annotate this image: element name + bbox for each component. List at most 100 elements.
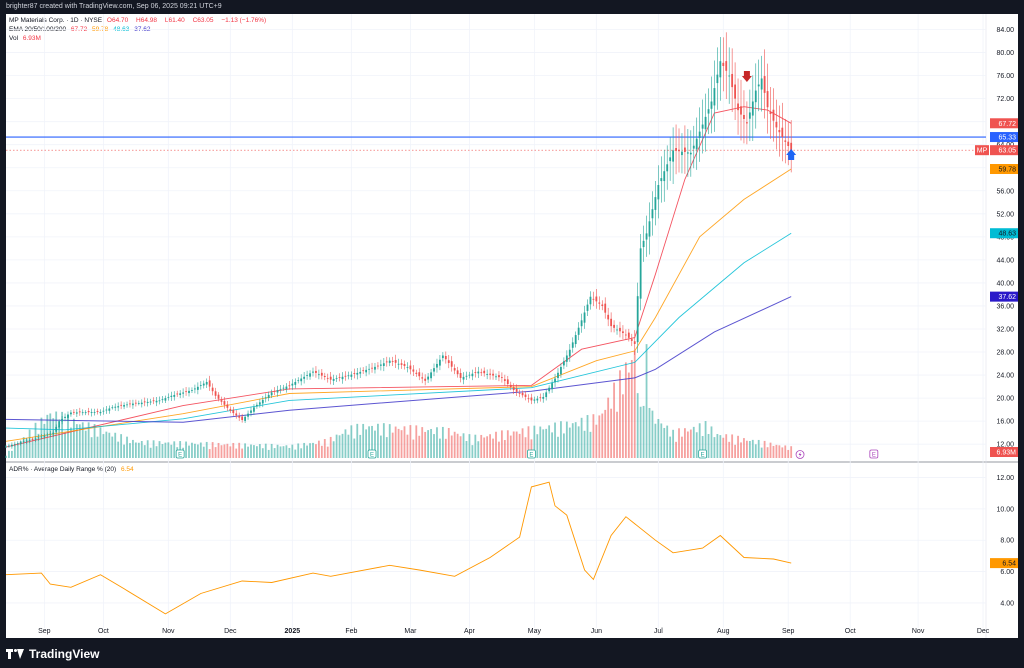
tradingview-brand[interactable]: TradingView — [6, 646, 99, 662]
volume-bar — [132, 439, 134, 458]
candle-body — [557, 372, 559, 379]
volume-bar — [199, 442, 202, 458]
volume-bar — [146, 440, 149, 458]
volume-bar — [341, 433, 344, 458]
credit-text: brighter87 created with TradingView.com,… — [6, 3, 222, 10]
candle-body — [433, 368, 435, 372]
volume-bar — [701, 436, 704, 458]
candle-body — [72, 411, 75, 413]
volume-bar — [598, 415, 601, 458]
candle-body — [61, 418, 63, 422]
volume-bar — [766, 447, 769, 458]
ema100-badge-label: 48.63 — [998, 231, 1016, 238]
volume-bar — [226, 443, 229, 458]
volume-bar — [347, 434, 350, 458]
candle-body — [64, 416, 66, 418]
candle-body — [645, 233, 648, 240]
candle-body — [409, 365, 412, 370]
volume-bar — [536, 434, 539, 458]
volume-bar — [8, 450, 10, 458]
ohlc-close: C63.05 — [193, 17, 217, 24]
volume-bar — [282, 446, 285, 458]
candle-body — [8, 445, 10, 447]
candle-body — [518, 393, 521, 394]
volume-bar — [394, 426, 397, 458]
volume-bar — [273, 448, 276, 458]
ohlc-high: H64.98 — [136, 17, 160, 24]
volume-bar — [713, 437, 716, 458]
volume-bar — [368, 426, 370, 458]
ema200-badge — [990, 291, 1018, 302]
candle-body — [341, 376, 344, 380]
volume-bar — [595, 424, 598, 458]
candle-body — [179, 393, 182, 395]
candle-body — [37, 437, 40, 439]
volume-bar — [22, 437, 25, 458]
volume-bar — [477, 441, 480, 458]
candle-body — [751, 101, 754, 116]
candle-body — [465, 375, 468, 377]
arrow-down-marker-icon — [741, 71, 752, 82]
candle-body — [604, 303, 607, 313]
volume-bar — [235, 448, 238, 458]
volume-bar — [772, 445, 775, 458]
ohlc-low: L61.40 — [165, 17, 188, 24]
earnings-e-icon — [367, 449, 377, 459]
volume-bar — [542, 429, 545, 458]
candle-body — [545, 392, 548, 398]
candle-body — [695, 138, 698, 150]
volume-bar — [285, 445, 288, 458]
volume-bar — [173, 441, 176, 458]
candle-body — [93, 412, 96, 413]
candle-body — [480, 372, 483, 374]
volume-bar — [560, 421, 562, 458]
candle-body — [512, 387, 515, 391]
volume-bar — [710, 426, 713, 458]
volume-bar — [267, 449, 270, 458]
candle-body — [379, 364, 382, 366]
volume-bar — [214, 447, 217, 458]
price-tick-label: 12.00 — [996, 442, 1014, 449]
candle-body — [459, 373, 462, 378]
candle-body — [562, 361, 565, 366]
candle-body — [748, 112, 751, 119]
candle-body — [377, 365, 379, 367]
candle-body — [701, 124, 704, 129]
volume-bar — [123, 444, 125, 458]
candle-body — [740, 106, 742, 115]
candle-body — [651, 209, 654, 219]
volume-bar — [675, 441, 677, 458]
time-tick-label: Jul — [654, 628, 663, 635]
volume-bar — [447, 428, 450, 458]
candle-body — [196, 386, 199, 390]
candle-body — [84, 412, 87, 414]
volume-bar — [371, 425, 373, 458]
volume-bar — [725, 434, 728, 458]
volume-bar — [678, 428, 680, 458]
ohlc-label-open: O — [106, 17, 112, 24]
volume-bar — [666, 425, 669, 458]
volume-bar — [323, 439, 326, 458]
candle-body — [571, 342, 574, 348]
volume-bar — [102, 434, 105, 458]
volume-bar — [111, 436, 114, 458]
volume-bar — [84, 430, 87, 458]
volume-bar — [571, 423, 574, 458]
adr-tick-label: 10.00 — [996, 506, 1014, 513]
candle-body — [309, 373, 311, 377]
candle-body — [713, 88, 716, 106]
earnings-e-icon — [527, 449, 536, 459]
candle-body — [524, 394, 527, 397]
candle-body — [503, 379, 506, 381]
volume-bar — [164, 442, 167, 458]
time-tick-label: Dec — [977, 628, 990, 635]
candle-body — [704, 116, 707, 130]
volume-bar — [261, 448, 264, 458]
candle-body — [692, 145, 695, 149]
volume-bar — [232, 442, 235, 458]
candle-body — [208, 380, 211, 387]
volume-bar — [468, 434, 471, 458]
volume-bar — [589, 431, 592, 458]
volume-bar — [167, 442, 170, 458]
